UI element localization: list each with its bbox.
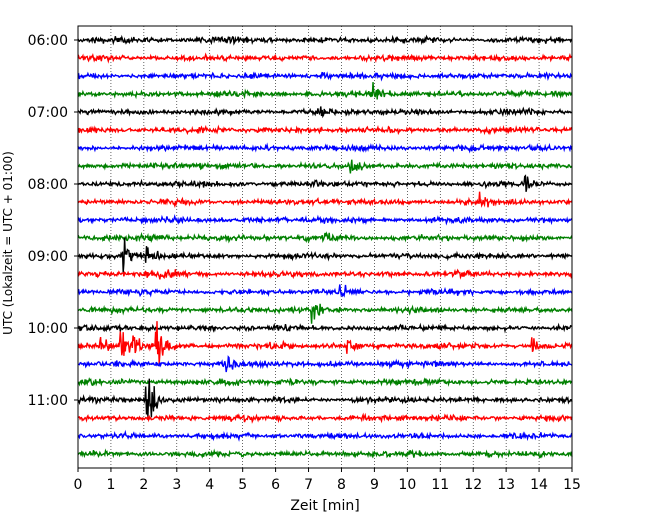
trace-line: [77, 82, 573, 100]
trace-line: [77, 429, 573, 442]
seismic-traces: [77, 34, 573, 459]
trace-line: [77, 191, 573, 209]
x-tick-label: 2: [139, 477, 148, 493]
y-tick-label: 08:00: [28, 177, 68, 193]
trace-line: [77, 174, 573, 192]
trace-line: [77, 412, 573, 424]
x-tick-label: 0: [74, 477, 83, 493]
x-tick-label: 3: [172, 477, 181, 493]
trace-line: [77, 284, 573, 298]
trace-line: [77, 322, 573, 334]
x-tick-label: 15: [563, 477, 581, 493]
x-tick-label: 7: [304, 477, 313, 493]
x-tick-label: 6: [271, 477, 280, 493]
x-tick-label: 11: [431, 477, 449, 493]
trace-line: [77, 52, 573, 64]
y-tick-label: 07:00: [28, 105, 68, 121]
trace-line: [77, 71, 573, 82]
y-tick-label: 11:00: [28, 393, 68, 409]
y-axis: 06:00 07:00 08:00 09:00 10:00 11:00: [28, 33, 78, 409]
y-tick-label: 06:00: [28, 33, 68, 49]
x-tick-label: 14: [530, 477, 548, 493]
trace-line: [77, 34, 573, 46]
y-tick-label: 10:00: [28, 321, 68, 337]
trace-line: [77, 268, 573, 280]
plot-border: [77, 25, 573, 469]
x-tick-label: 12: [464, 477, 482, 493]
trace-line: [77, 237, 573, 273]
plot-area: [78, 26, 572, 468]
trace-line: [77, 355, 573, 373]
x-tick-label: 8: [337, 477, 346, 493]
trace-line: [77, 159, 573, 174]
x-tick-label: 5: [238, 477, 247, 493]
trace-line: [77, 214, 572, 226]
x-axis-label: Zeit [min]: [290, 498, 359, 514]
trace-line: [77, 124, 573, 136]
y-axis-label: UTC (Lokalzeit = UTC + 01:00): [1, 151, 15, 335]
x-tick-label: 13: [497, 477, 515, 493]
x-axis: 0 1 2 3 4 5 6 7 8 9 10 11 12 13 14 15: [74, 468, 581, 493]
trace-line: [77, 142, 573, 154]
x-tick-label: 10: [398, 477, 416, 493]
x-tick-label: 9: [370, 477, 379, 493]
y-tick-label: 09:00: [28, 249, 68, 265]
x-tick-label: 4: [205, 477, 214, 493]
trace-line: [77, 106, 573, 119]
x-tick-label: 1: [106, 477, 115, 493]
trace-line: [77, 303, 573, 324]
trace-line: [77, 378, 573, 418]
trace-line: [77, 231, 573, 244]
trace-line: [77, 377, 573, 387]
trace-line: [77, 448, 573, 459]
trace-line: [77, 321, 573, 365]
